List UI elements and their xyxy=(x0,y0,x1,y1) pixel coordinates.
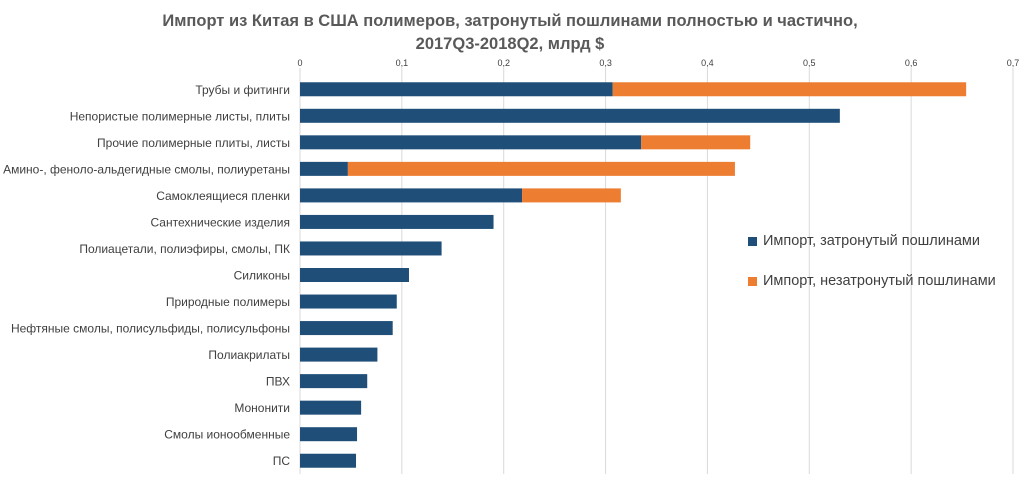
x-tick-label: 0,3 xyxy=(599,58,612,68)
bar-affected xyxy=(300,374,368,389)
chart-title-line-1: Импорт из Китая в США полимеров, затрону… xyxy=(162,12,858,30)
category-label: Природные полимеры xyxy=(166,295,290,309)
bar-affected xyxy=(300,294,397,309)
bar-affected xyxy=(300,161,348,176)
category-label: ПС xyxy=(273,454,291,468)
bar-affected xyxy=(300,427,358,442)
legend-label-affected: Импорт, затронутый пошлинами xyxy=(763,233,981,249)
legend-item-unaffected: Импорт, незатронутый пошлинами xyxy=(748,273,996,289)
x-tick-label: 0,6 xyxy=(905,58,918,68)
chart-title-line-2: 2017Q3-2018Q2, млрд $ xyxy=(415,35,605,53)
bar-affected xyxy=(300,82,613,97)
x-tick-label: 0,5 xyxy=(803,58,816,68)
category-label: Самоклеящиеся пленки xyxy=(156,189,290,203)
bar-affected xyxy=(300,188,523,203)
bar-unaffected xyxy=(641,135,751,150)
category-label: Полиакрилаты xyxy=(208,348,290,362)
bar-affected xyxy=(300,321,393,336)
bar-unaffected xyxy=(522,188,621,203)
category-label: Непористые полимерные листы, плиты xyxy=(70,109,290,123)
category-labels: Трубы и фитинги Непористые полимерные лис… xyxy=(3,83,290,468)
category-label: Смолы ионообменные xyxy=(164,428,290,442)
x-tick-label: 0,2 xyxy=(497,58,510,68)
category-label: Полиацетали, полиэфиры, смолы, ПК xyxy=(79,242,290,256)
legend-swatch-unaffected xyxy=(748,276,757,286)
category-label: Сантехнические изделия xyxy=(150,215,290,229)
bar-unaffected xyxy=(347,161,735,176)
legend-item-affected: Импорт, затронутый пошлинами xyxy=(748,233,980,249)
category-label: ПВХ xyxy=(266,375,290,389)
bar-unaffected xyxy=(612,82,967,97)
bar-affected xyxy=(300,453,357,468)
bar-affected xyxy=(300,347,378,362)
bar-affected xyxy=(300,108,840,123)
x-tick-label: 0,1 xyxy=(396,58,409,68)
category-label: Силиконы xyxy=(234,269,290,283)
bar-affected xyxy=(300,135,642,150)
x-tick-label: 0 xyxy=(297,58,302,68)
bar-affected xyxy=(300,400,362,415)
bar-affected xyxy=(300,241,442,256)
legend-label-unaffected: Импорт, незатронутый пошлинами xyxy=(763,273,996,289)
bar-affected xyxy=(300,268,409,282)
category-label: Амино-, феноло-альдегидные смолы, полиур… xyxy=(3,162,290,176)
x-tick-label: 0,7 xyxy=(1007,58,1020,68)
category-label: Мононити xyxy=(234,401,290,415)
x-tick-label: 0,4 xyxy=(701,58,714,68)
x-axis-ticks: 0 0,1 0,2 0,3 0,4 0,5 0,6 0,7 xyxy=(297,58,1019,68)
bar-affected xyxy=(300,214,494,229)
bars xyxy=(300,82,967,468)
legend-swatch-affected xyxy=(748,236,757,246)
category-label: Трубы и фитинги xyxy=(195,83,290,97)
category-label: Прочие полимерные плиты, листы xyxy=(97,136,290,150)
category-label: Нефтяные смолы, полисульфиды, полисульфо… xyxy=(11,322,290,336)
